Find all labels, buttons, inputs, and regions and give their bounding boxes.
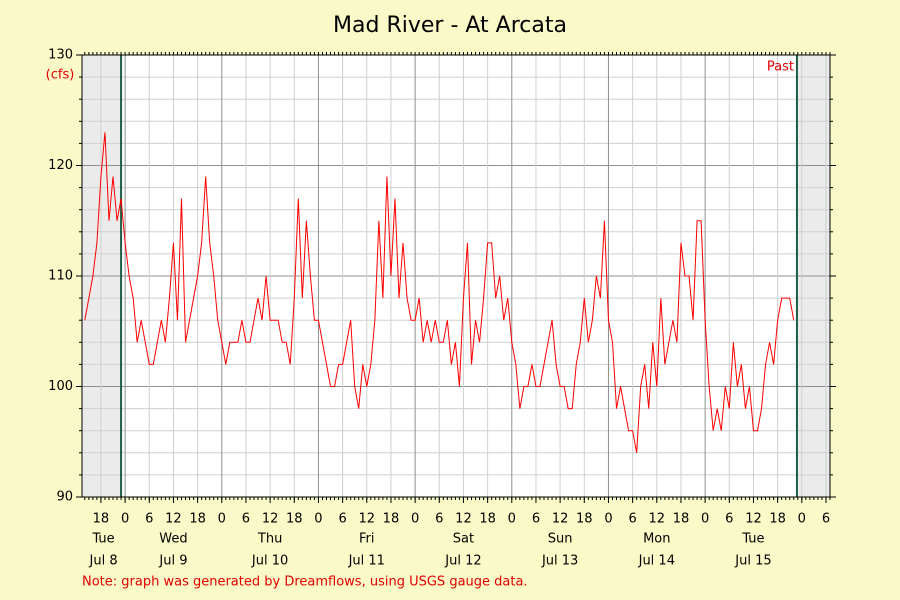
x-tick-label: 12 xyxy=(165,512,182,527)
x-tick-label: 6 xyxy=(628,512,636,527)
x-tick-label: 18 xyxy=(286,512,303,527)
day-label: Thu xyxy=(257,532,282,547)
x-tick-label: 12 xyxy=(359,512,376,527)
x-tick-label: 0 xyxy=(798,512,806,527)
flow-line xyxy=(84,132,795,453)
x-tick-label: 12 xyxy=(262,512,279,527)
chart-title: Mad River - At Arcata xyxy=(333,13,567,38)
x-tick-label: 0 xyxy=(604,512,612,527)
x-tick-label: 6 xyxy=(338,512,346,527)
x-tick-label: 18 xyxy=(189,512,206,527)
day-label: Wed xyxy=(159,532,187,547)
x-tick-label: 6 xyxy=(532,512,540,527)
day-label: Tue xyxy=(741,532,764,547)
y-tick-label: 100 xyxy=(48,379,73,394)
x-tick-label: 6 xyxy=(242,512,250,527)
date-label: Jul 14 xyxy=(638,554,675,569)
x-tick-label: 6 xyxy=(822,512,830,527)
date-label: Jul 8 xyxy=(89,554,118,569)
plot-frame xyxy=(81,54,831,498)
y-unit: (cfs) xyxy=(46,68,75,83)
x-tick-label: 0 xyxy=(411,512,419,527)
x-tick-label: 0 xyxy=(701,512,709,527)
date-label: Jul 10 xyxy=(251,554,288,569)
x-tick-label: 12 xyxy=(649,512,666,527)
date-label: Jul 12 xyxy=(444,554,481,569)
day-label: Tue xyxy=(91,532,114,547)
x-tick-label: 0 xyxy=(508,512,516,527)
x-tick-label: 6 xyxy=(145,512,153,527)
day-label: Sun xyxy=(548,532,573,547)
y-tick-label: 110 xyxy=(48,269,73,284)
date-label: Jul 11 xyxy=(348,554,385,569)
y-tick-label: 90 xyxy=(56,490,73,505)
x-tick-label: 12 xyxy=(745,512,762,527)
y-tick-label: 130 xyxy=(48,48,73,63)
x-tick-label: 12 xyxy=(552,512,569,527)
note: Note: graph was generated by Dreamflows,… xyxy=(82,575,528,590)
x-tick-label: 0 xyxy=(218,512,226,527)
day-label: Fri xyxy=(359,532,375,547)
x-tick-label: 18 xyxy=(93,512,110,527)
x-tick-label: 18 xyxy=(576,512,593,527)
day-label: Mon xyxy=(643,532,670,547)
x-tick-label: 0 xyxy=(121,512,129,527)
x-tick-label: 6 xyxy=(725,512,733,527)
x-tick-label: 18 xyxy=(769,512,786,527)
date-label: Jul 13 xyxy=(541,554,578,569)
x-tick-label: 18 xyxy=(479,512,496,527)
x-tick-label: 18 xyxy=(673,512,690,527)
x-tick-label: 0 xyxy=(314,512,322,527)
x-tick-label: 18 xyxy=(383,512,400,527)
past-label: Past xyxy=(767,60,794,75)
x-tick-label: 6 xyxy=(435,512,443,527)
date-label: Jul 15 xyxy=(734,554,771,569)
y-tick-label: 120 xyxy=(48,158,73,173)
date-label: Jul 9 xyxy=(158,554,187,569)
day-label: Sat xyxy=(453,532,474,547)
x-tick-label: 12 xyxy=(455,512,472,527)
